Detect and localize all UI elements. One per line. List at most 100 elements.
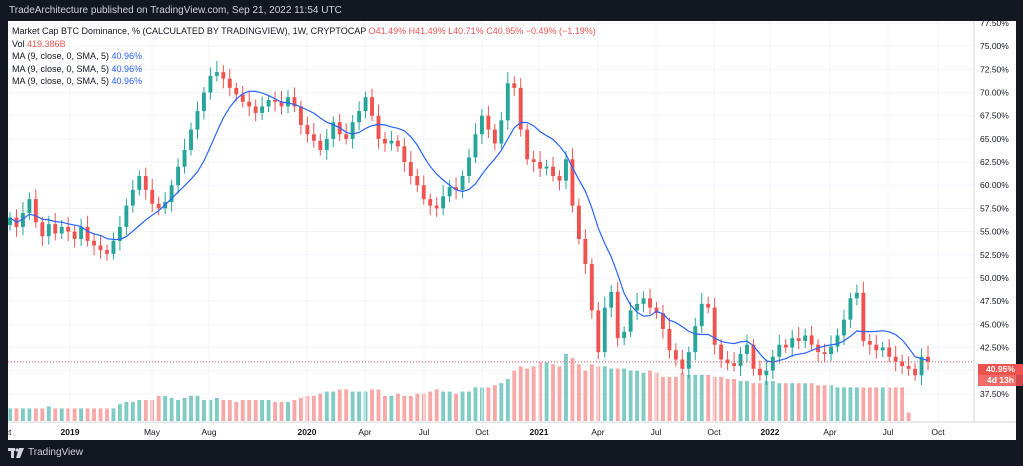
volume-bar xyxy=(292,400,297,421)
x-tick-label: Apr xyxy=(358,427,371,437)
candle-body xyxy=(46,224,51,237)
x-tick-label: Oct xyxy=(475,427,489,437)
candle-body xyxy=(725,359,730,364)
x-tick-label: 2021 xyxy=(530,427,549,437)
candle-body xyxy=(893,356,898,362)
volume-bar xyxy=(247,400,252,421)
candle-body xyxy=(641,298,646,304)
candle-body xyxy=(732,363,736,367)
volume-bar xyxy=(757,383,762,421)
candle-body xyxy=(906,366,911,369)
y-tick-label: 37.50% xyxy=(980,389,1009,399)
candle-body xyxy=(117,226,122,241)
candle-body xyxy=(667,328,672,351)
candle-body xyxy=(311,134,316,141)
candle-body xyxy=(576,205,581,240)
volume-bar xyxy=(518,366,523,421)
x-tick-label: 2022 xyxy=(761,427,780,437)
candle-body xyxy=(234,87,239,95)
volume-bar xyxy=(641,372,646,421)
candle-body xyxy=(790,338,795,348)
candle-body xyxy=(770,356,775,371)
volume-bar xyxy=(376,389,381,421)
candle-body xyxy=(809,335,814,345)
volume-bar xyxy=(402,395,407,421)
volume-bar xyxy=(208,400,213,421)
volume-bar xyxy=(221,400,226,421)
footer-bar: TradingView xyxy=(0,440,1023,466)
volume-bar xyxy=(137,400,142,421)
volume-bar xyxy=(906,412,911,421)
candle-body xyxy=(279,101,284,107)
candle-body xyxy=(169,185,174,202)
tradingview-logo[interactable]: TradingView xyxy=(8,447,83,458)
candle-body xyxy=(829,346,833,354)
volume-bar xyxy=(227,400,232,421)
price-chart[interactable]: 37.50%40.00%42.50%45.00%47.50%50.00%52.5… xyxy=(8,21,1016,440)
volume-bar xyxy=(98,408,103,421)
volume-bar xyxy=(745,381,749,421)
volume-bar xyxy=(33,408,38,421)
candle-body xyxy=(292,97,297,107)
volume-bar xyxy=(124,402,129,421)
chart-area[interactable]: 37.50%40.00%42.50%45.00%47.50%50.00%52.5… xyxy=(8,21,1016,440)
ma-label: MA (9, close, 0, SMA, 5) xyxy=(12,51,110,61)
candle-body xyxy=(680,359,685,369)
volume-bar xyxy=(441,391,446,421)
tradingview-logo-icon xyxy=(8,447,24,458)
candle-body xyxy=(822,352,827,354)
y-tick-label: 65.00% xyxy=(980,134,1009,144)
volume-bar xyxy=(66,408,71,421)
volume-bar xyxy=(473,387,478,421)
legend-ma-row: MA (9, close, 0, SMA, 5) 40.96% xyxy=(12,63,596,76)
volume-bar xyxy=(635,370,640,421)
candle-body xyxy=(887,347,892,357)
candle-body xyxy=(583,239,588,265)
ma-line xyxy=(9,90,929,363)
candle-body xyxy=(777,344,782,357)
volume-bar xyxy=(770,381,775,421)
volume-bar xyxy=(751,383,756,421)
y-tick-label: 50.00% xyxy=(980,273,1009,283)
volume-bar xyxy=(725,379,730,421)
candle-body xyxy=(324,138,329,151)
candle-body xyxy=(751,344,756,369)
candle-body xyxy=(564,159,568,181)
candle-body xyxy=(848,298,853,320)
volume-bar xyxy=(240,400,245,421)
volume-bar xyxy=(809,383,814,421)
volume-bar xyxy=(538,362,543,421)
volume-bar xyxy=(777,383,782,421)
volume-bar xyxy=(492,385,497,421)
x-tick-label: 2019 xyxy=(61,427,80,437)
candle-body xyxy=(486,115,491,130)
candle-body xyxy=(344,134,349,139)
y-tick-label: 45.00% xyxy=(980,319,1009,329)
candle-body xyxy=(447,187,452,197)
volume-bar xyxy=(615,368,620,421)
volume-bar xyxy=(447,391,452,421)
volume-bar xyxy=(311,395,316,421)
candle-body xyxy=(27,199,32,214)
candle-body xyxy=(105,250,109,254)
candle-body xyxy=(628,310,633,332)
candle-body xyxy=(182,150,187,167)
volume-bar xyxy=(564,353,568,421)
candle-body xyxy=(273,99,277,102)
volume-bar xyxy=(169,397,174,421)
candle-body xyxy=(66,226,71,232)
candle-body xyxy=(143,175,148,190)
candle-body xyxy=(370,97,374,116)
volume-bar xyxy=(796,383,801,421)
candle-body xyxy=(615,291,620,339)
x-tick-label: Oct xyxy=(707,427,721,437)
volume-bar xyxy=(686,374,691,421)
candle-body xyxy=(538,162,543,169)
candle-body xyxy=(72,231,77,240)
candle-body xyxy=(156,203,161,209)
volume-bar xyxy=(551,364,555,421)
candle-body xyxy=(395,140,400,147)
ma-label: MA (9, close, 0, SMA, 5) xyxy=(12,63,110,74)
candle-body xyxy=(867,340,872,345)
x-tick-label: Jul xyxy=(419,427,430,437)
